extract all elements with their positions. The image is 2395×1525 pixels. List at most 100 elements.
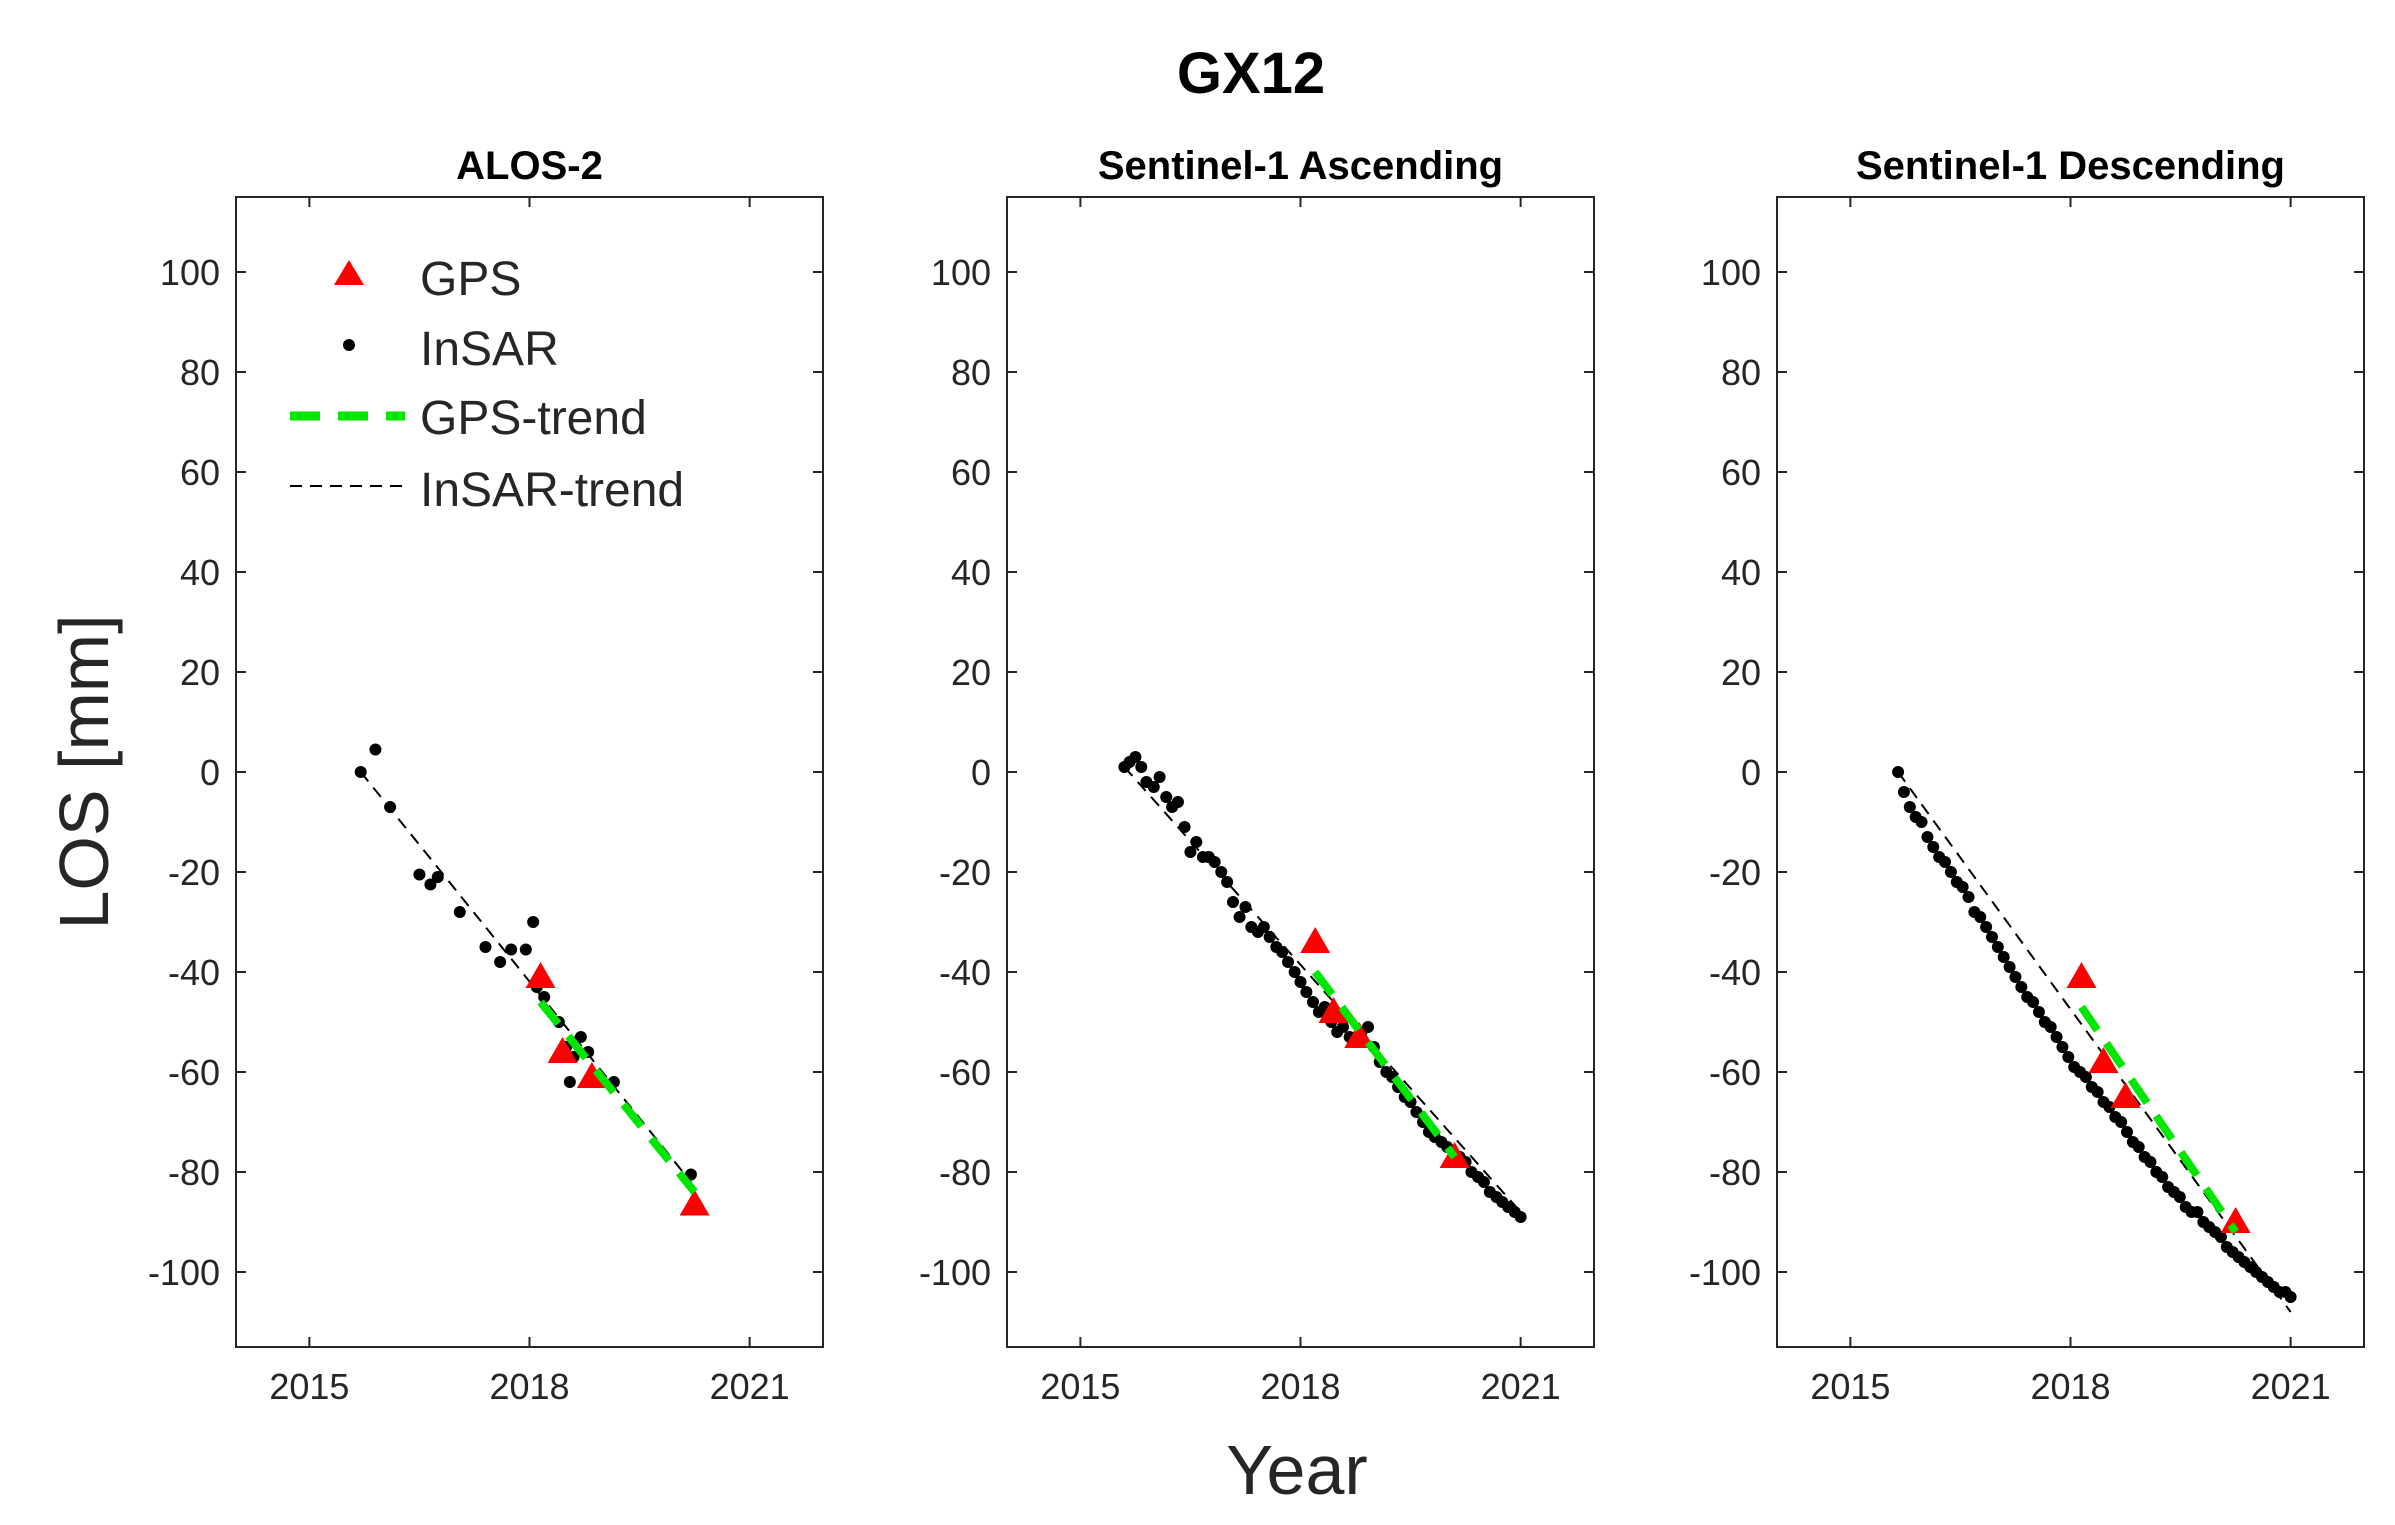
- figure-xlabel: Year: [1226, 1431, 1367, 1509]
- insar-point: [1944, 866, 1957, 878]
- x-tick-label: 2018: [1260, 1366, 1340, 1407]
- insar-point: [1897, 786, 1910, 798]
- insar-point: [1962, 891, 1975, 903]
- insar-point: [431, 871, 444, 883]
- insar-point: [2015, 981, 2028, 993]
- y-tick-label: 20: [180, 652, 220, 693]
- insar-point: [2284, 1291, 2297, 1303]
- insar-point: [1178, 821, 1191, 833]
- y-tick-label: -40: [939, 952, 991, 993]
- panel-sentinel1-descending: Sentinel-1 Descending -100 -80 -60 -40 -20 0 20…: [1689, 144, 2365, 1407]
- legend-gps-marker: [334, 260, 364, 285]
- y-tick-label: -20: [168, 852, 220, 893]
- y-tick-label: 40: [951, 552, 991, 593]
- insar-point: [2044, 1021, 2057, 1033]
- insar-point: [1257, 921, 1270, 933]
- gps-trend-line: [2078, 1004, 2239, 1235]
- panel-title: Sentinel-1 Descending: [1856, 144, 2285, 188]
- insar-point: [1956, 881, 1969, 893]
- y-tick-label: -40: [168, 952, 220, 993]
- insar-point: [1282, 956, 1295, 968]
- insar-point: [2191, 1206, 2204, 1218]
- insar-point: [424, 878, 437, 891]
- insar-point: [1939, 856, 1952, 868]
- y-tick-label: 80: [180, 352, 220, 393]
- gps-point: [1318, 997, 1349, 1023]
- x-tick-label: 2021: [2251, 1366, 2331, 1407]
- insar-point: [1997, 951, 2010, 963]
- insar-point: [2103, 1101, 2116, 1113]
- y-tick-label: 40: [1721, 552, 1761, 593]
- insar-point: [453, 906, 466, 918]
- legend-entry-insar: InSAR: [343, 323, 559, 376]
- legend: GPS InSAR GPS-trend InSAR-trend: [290, 253, 684, 517]
- insar-point: [1903, 801, 1916, 813]
- insar-point: [479, 941, 492, 953]
- insar-point: [1221, 876, 1234, 888]
- insar-point: [1276, 946, 1289, 958]
- y-tick-label: 100: [1701, 252, 1761, 293]
- y-tick-label: 20: [1721, 652, 1761, 693]
- y-tick-label: -40: [1709, 952, 1761, 993]
- x-tick-label: 2021: [1481, 1366, 1561, 1407]
- axes-box: [1006, 196, 1595, 1348]
- figure-ylabel: LOS [mm]: [45, 614, 123, 929]
- insar-point: [413, 868, 426, 881]
- insar-point: [1190, 836, 1203, 848]
- y-tick-label: 0: [971, 752, 991, 793]
- insar-point: [1184, 846, 1197, 858]
- y-tick-label: -100: [919, 1252, 991, 1293]
- gps-trend-line: [537, 999, 698, 1195]
- insar-point: [1153, 771, 1166, 783]
- y-tick-label: 80: [951, 352, 991, 393]
- insar-point: [1306, 996, 1319, 1008]
- gps-point: [1300, 927, 1331, 953]
- insar-point: [1208, 856, 1221, 868]
- insar-point: [563, 1076, 576, 1088]
- y-tick-label: 40: [180, 552, 220, 593]
- insar-point: [1974, 911, 1987, 923]
- insar-point: [574, 1031, 587, 1043]
- insar-point: [1892, 766, 1905, 778]
- y-tick-label: -80: [168, 1152, 220, 1193]
- insar-trend-line: [1897, 771, 2292, 1313]
- insar-point: [1985, 931, 1998, 943]
- insar-point: [384, 801, 397, 813]
- gps-trend-line: [1311, 969, 1458, 1160]
- insar-trend-line: [359, 771, 692, 1183]
- insar-point: [2009, 971, 2022, 983]
- insar-point: [1921, 831, 1934, 843]
- insar-point: [1362, 1021, 1375, 1033]
- y-tick-label: -60: [1709, 1052, 1761, 1093]
- gps-point: [2088, 1047, 2119, 1073]
- insar-point: [2091, 1086, 2104, 1098]
- legend-insar-marker: [343, 339, 355, 351]
- insar-point: [538, 991, 551, 1003]
- y-tick-label: 20: [951, 652, 991, 693]
- insar-point: [2003, 961, 2016, 973]
- legend-insar-trend-label: InSAR-trend: [420, 464, 684, 517]
- insar-point: [2214, 1231, 2227, 1243]
- insar-point: [1300, 986, 1313, 998]
- insar-point: [505, 943, 518, 956]
- x-tick-label: 2015: [1040, 1366, 1120, 1407]
- y-tick-label: 60: [1721, 452, 1761, 493]
- insar-point: [369, 743, 382, 756]
- insar-point: [2144, 1156, 2157, 1168]
- x-tick-label: 2021: [710, 1366, 790, 1407]
- y-tick-label: -60: [168, 1052, 220, 1093]
- insar-point: [2120, 1126, 2133, 1138]
- legend-entry-gps: GPS: [334, 253, 521, 306]
- insar-point: [1991, 941, 2004, 953]
- insar-point: [1927, 841, 1940, 853]
- y-tick-label: -20: [939, 852, 991, 893]
- insar-point: [2173, 1191, 2186, 1203]
- gps-point: [547, 1037, 578, 1063]
- insar-point: [2062, 1051, 2075, 1063]
- x-tick-label: 2018: [2030, 1366, 2110, 1407]
- x-tick-label: 2018: [489, 1366, 569, 1407]
- y-tick-label: 60: [180, 452, 220, 493]
- axes-box: [235, 196, 824, 1348]
- panel-title: ALOS-2: [456, 144, 603, 188]
- insar-point: [1135, 761, 1148, 773]
